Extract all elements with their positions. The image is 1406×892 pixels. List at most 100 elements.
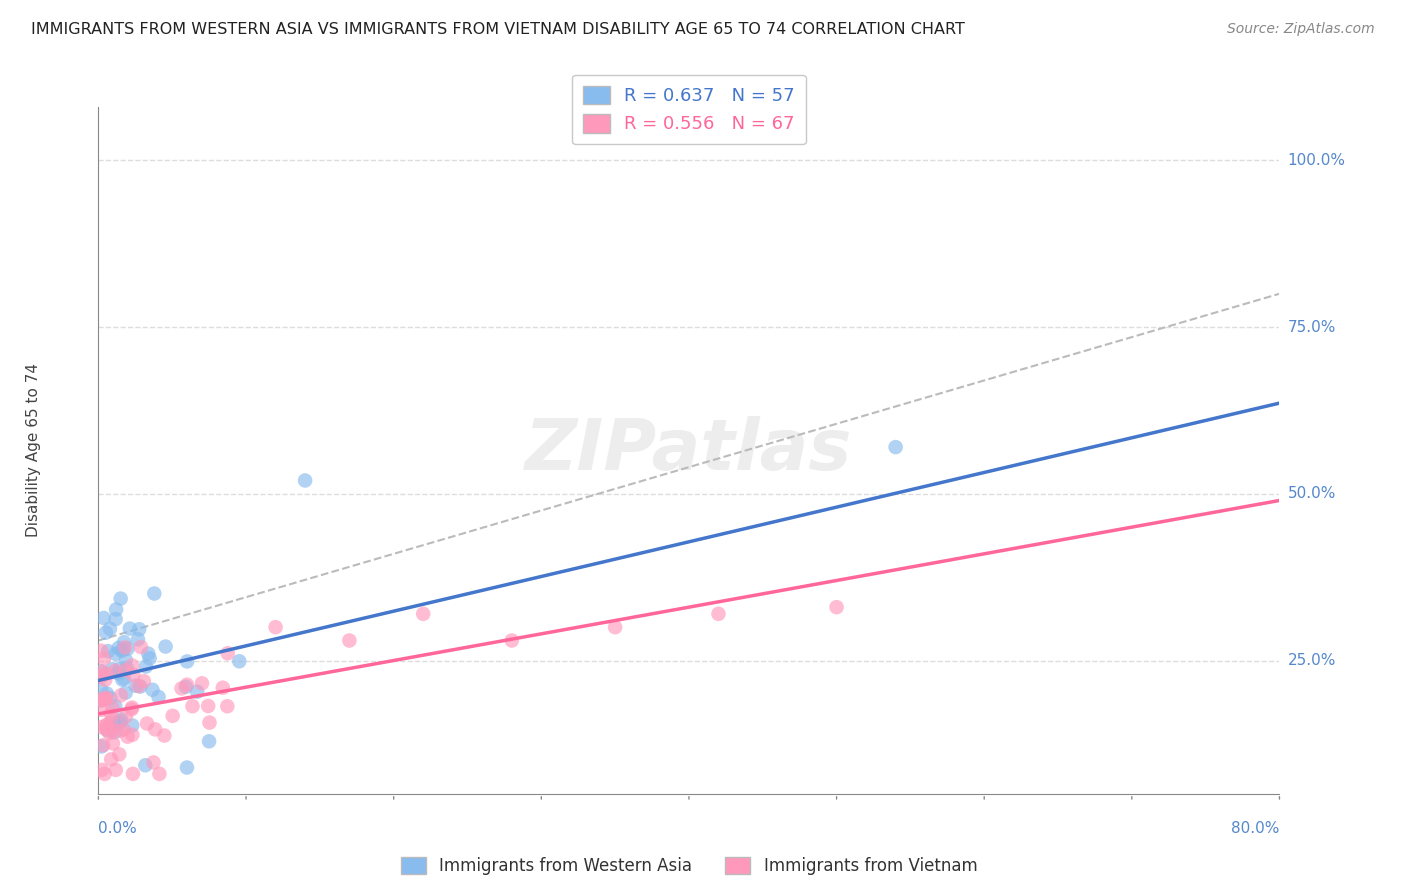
Text: 75.0%: 75.0% bbox=[1288, 319, 1336, 334]
Point bbox=[100, 707, 122, 722]
Point bbox=[90, 739, 112, 754]
Point bbox=[128, 622, 150, 636]
Point bbox=[93, 692, 115, 706]
Point bbox=[605, 620, 627, 634]
Point bbox=[186, 684, 208, 698]
Point bbox=[217, 646, 239, 660]
Point bbox=[110, 714, 132, 729]
Point bbox=[100, 752, 122, 766]
Point bbox=[107, 666, 129, 681]
Text: 25.0%: 25.0% bbox=[1288, 653, 1336, 668]
Point bbox=[90, 693, 112, 707]
Point bbox=[115, 709, 138, 723]
Point bbox=[115, 661, 138, 675]
Point bbox=[112, 635, 135, 649]
Point bbox=[90, 703, 112, 717]
Point bbox=[96, 717, 118, 731]
Point bbox=[104, 699, 127, 714]
Point bbox=[707, 607, 730, 621]
Point bbox=[104, 664, 127, 678]
Point bbox=[127, 632, 149, 647]
Point bbox=[294, 474, 316, 488]
Point bbox=[129, 680, 152, 694]
Point bbox=[107, 717, 129, 731]
Point bbox=[90, 683, 112, 698]
Point bbox=[96, 723, 118, 737]
Point bbox=[142, 756, 165, 770]
Point bbox=[176, 678, 198, 692]
Point bbox=[148, 690, 170, 704]
Point bbox=[101, 662, 124, 676]
Point bbox=[112, 642, 135, 657]
Text: 0.0%: 0.0% bbox=[98, 821, 138, 836]
Point bbox=[128, 679, 150, 693]
Point bbox=[103, 725, 125, 739]
Point bbox=[94, 673, 117, 687]
Point bbox=[339, 633, 361, 648]
Point bbox=[501, 633, 523, 648]
Point bbox=[121, 728, 143, 742]
Point bbox=[100, 715, 122, 730]
Point bbox=[181, 699, 204, 714]
Point bbox=[114, 686, 136, 700]
Text: Disability Age 65 to 74: Disability Age 65 to 74 bbox=[25, 363, 41, 538]
Point bbox=[110, 591, 132, 606]
Point bbox=[104, 612, 127, 626]
Point bbox=[90, 720, 112, 734]
Text: 100.0%: 100.0% bbox=[1288, 153, 1346, 168]
Text: 80.0%: 80.0% bbox=[1232, 821, 1279, 836]
Text: 50.0%: 50.0% bbox=[1288, 486, 1336, 501]
Point bbox=[122, 668, 145, 682]
Point bbox=[118, 622, 141, 636]
Point bbox=[141, 682, 163, 697]
Point bbox=[94, 692, 117, 706]
Point bbox=[101, 713, 124, 727]
Point bbox=[110, 689, 132, 703]
Point bbox=[90, 763, 112, 777]
Point bbox=[162, 709, 184, 723]
Point bbox=[122, 767, 145, 781]
Point bbox=[136, 647, 159, 661]
Point bbox=[96, 687, 118, 701]
Point bbox=[825, 600, 848, 615]
Point bbox=[197, 698, 219, 713]
Point bbox=[264, 620, 287, 634]
Point bbox=[117, 730, 139, 744]
Point bbox=[90, 665, 112, 679]
Point bbox=[101, 700, 124, 714]
Point bbox=[96, 690, 118, 705]
Legend: Immigrants from Western Asia, Immigrants from Vietnam: Immigrants from Western Asia, Immigrants… bbox=[394, 850, 984, 882]
Point bbox=[121, 658, 143, 673]
Point bbox=[884, 440, 907, 454]
Point bbox=[176, 655, 198, 669]
Point bbox=[111, 673, 134, 687]
Point bbox=[98, 726, 121, 740]
Point bbox=[111, 644, 134, 658]
Point bbox=[91, 692, 114, 706]
Point bbox=[129, 640, 152, 654]
Point bbox=[136, 716, 159, 731]
Point bbox=[114, 640, 136, 655]
Point bbox=[90, 665, 112, 679]
Point bbox=[198, 734, 221, 748]
Point bbox=[90, 670, 112, 684]
Point bbox=[108, 723, 131, 738]
Point bbox=[153, 729, 176, 743]
Point bbox=[228, 654, 250, 668]
Text: ZIPatlas: ZIPatlas bbox=[526, 416, 852, 485]
Point bbox=[134, 758, 156, 772]
Point bbox=[94, 718, 117, 732]
Point bbox=[191, 676, 214, 690]
Text: IMMIGRANTS FROM WESTERN ASIA VS IMMIGRANTS FROM VIETNAM DISABILITY AGE 65 TO 74 : IMMIGRANTS FROM WESTERN ASIA VS IMMIGRAN… bbox=[31, 22, 965, 37]
Point bbox=[121, 702, 143, 716]
Point bbox=[412, 607, 434, 621]
Point bbox=[96, 723, 118, 738]
Point bbox=[170, 681, 193, 696]
Point bbox=[121, 700, 143, 714]
Point bbox=[104, 647, 127, 661]
Point bbox=[112, 723, 135, 737]
Point bbox=[124, 679, 146, 693]
Point bbox=[90, 644, 112, 658]
Point bbox=[101, 723, 124, 738]
Point bbox=[91, 739, 114, 753]
